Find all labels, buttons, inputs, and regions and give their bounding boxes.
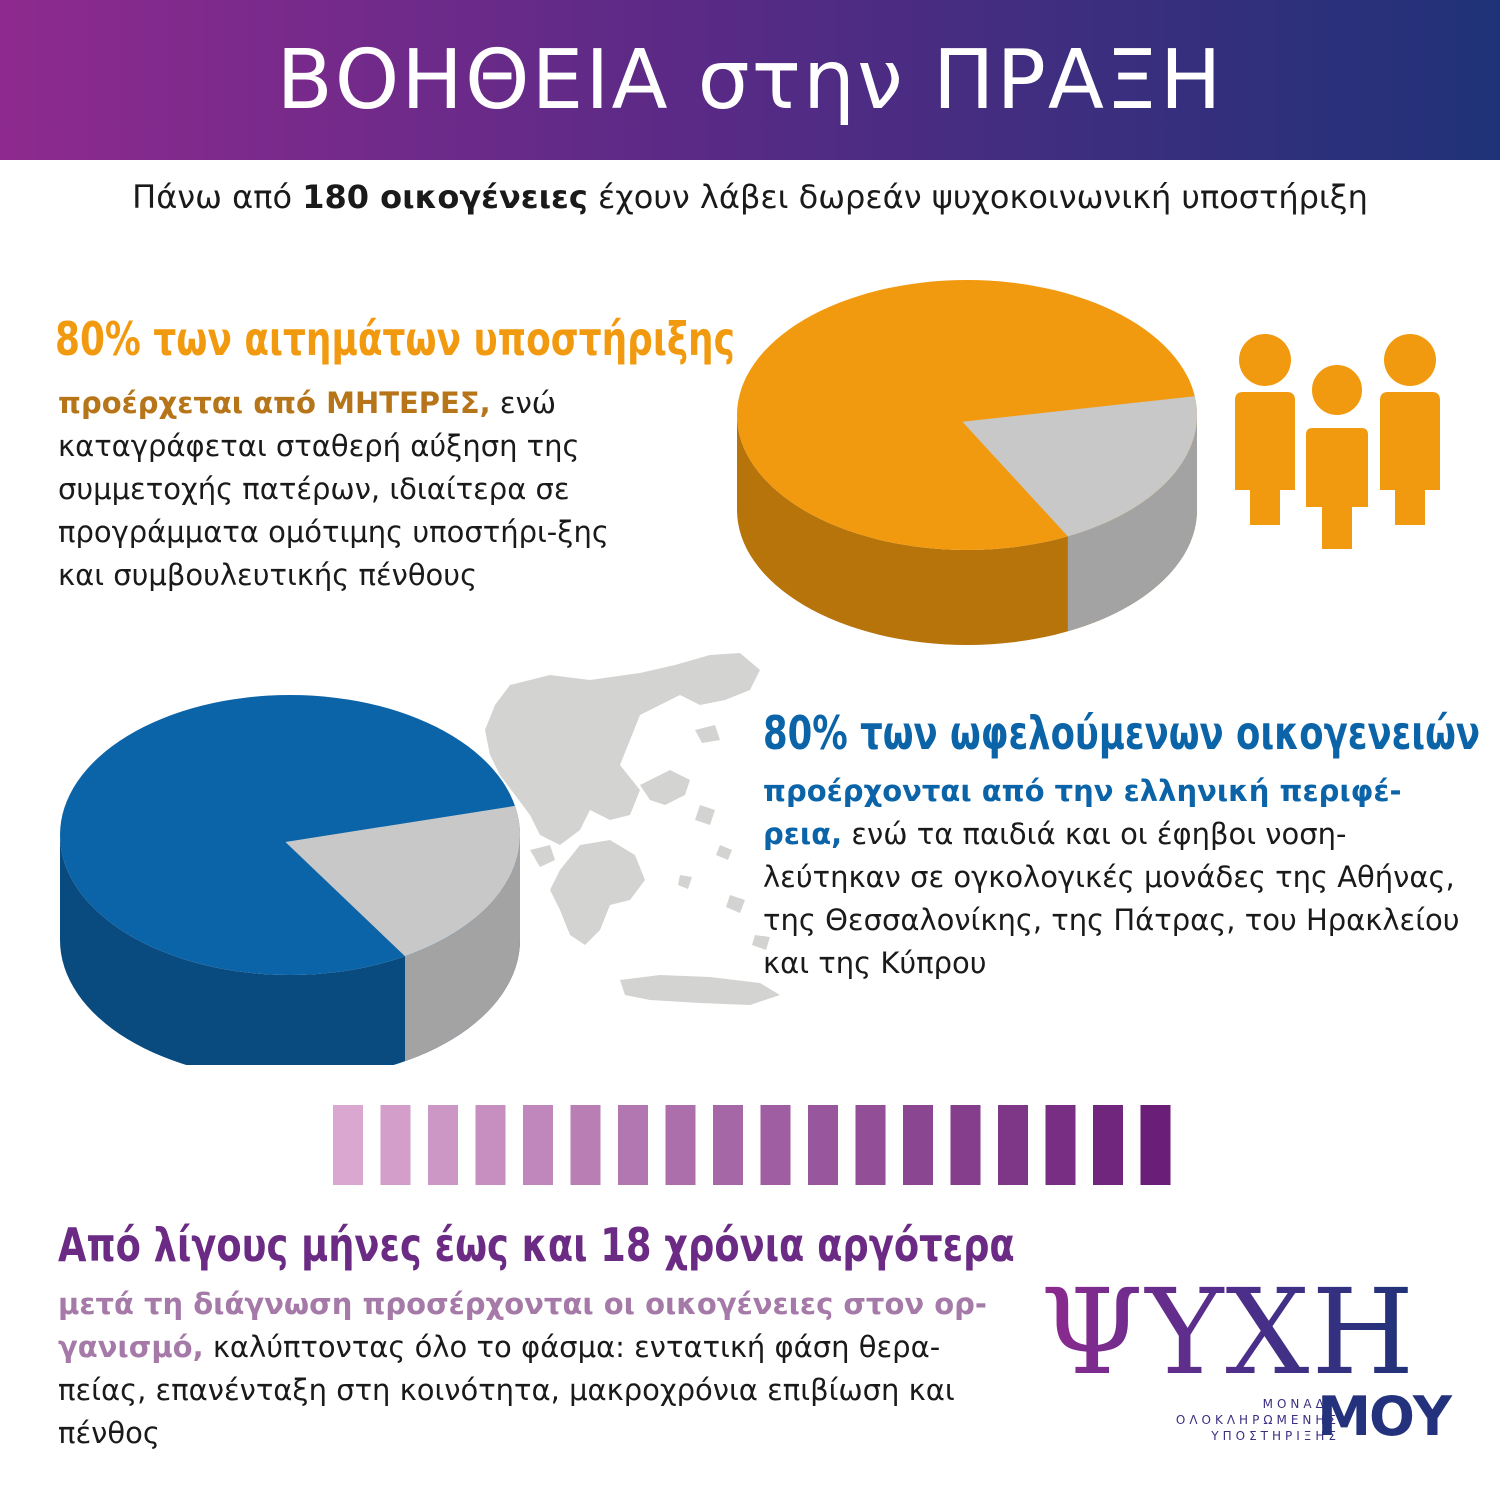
people-group-icon — [1235, 334, 1440, 555]
timeline-bar — [523, 1105, 553, 1185]
logo-wordmark: ΨΥΧΗ — [1040, 1263, 1417, 1401]
timeline-bar — [475, 1105, 506, 1185]
regions-body: ενώ τα παιδιά και οι έφηβοι νοση-λεύτηκα… — [763, 817, 1460, 980]
regions-pie-top-grey-slice — [285, 805, 520, 957]
regions-lead: προέρχονται από την ελληνική περιφέ-ρεια… — [763, 774, 1402, 851]
subtitle-post: έχουν λάβει δωρεάν ψυχοκοινωνική υποστήρ… — [587, 178, 1368, 216]
timeline-lead: μετά τη διάγνωση προσέρχονται οι οικογέν… — [58, 1287, 987, 1364]
mothers-pie-grey-side — [1067, 415, 1197, 632]
subtitle-bold: 180 οικογένειες — [302, 178, 588, 216]
logo-moy: ΜΟΥ — [1317, 1385, 1452, 1448]
mothers-lead: προέρχεται από ΜΗΤΕΡΕΣ, — [58, 386, 491, 420]
timeline-bar — [760, 1105, 791, 1185]
timeline-bar — [1140, 1105, 1171, 1185]
timeline-bar — [713, 1105, 743, 1185]
mothers-paragraph: προέρχεται από ΜΗΤΕΡΕΣ, ενώ καταγράφεται… — [58, 382, 658, 597]
timeline-bar — [998, 1105, 1028, 1185]
timeline-bar — [428, 1105, 458, 1185]
timeline-gradient-bars — [333, 1105, 1171, 1185]
timeline-bar — [333, 1105, 363, 1185]
regions-headline: 80% των ωφελούμενων οικογενειών — [763, 706, 1481, 760]
regions-pie-grey-side — [405, 835, 520, 1062]
timeline-bar — [903, 1105, 933, 1185]
mothers-pie-chart — [737, 280, 1197, 645]
timeline-bar — [380, 1105, 411, 1185]
mothers-body: ενώ καταγράφεται σταθερή αύξηση της συμμ… — [58, 386, 609, 592]
greece-map-icon — [485, 653, 780, 1005]
regions-pie-chart — [60, 695, 520, 1065]
timeline-bar — [1093, 1105, 1123, 1185]
subtitle: Πάνω από 180 οικογένειες έχουν λάβει δωρ… — [0, 178, 1500, 216]
timeline-bar — [618, 1105, 648, 1185]
timeline-bar — [950, 1105, 981, 1185]
logo-line-3: ΥΠΟΣΤΗΡΙΞΗΣ — [1211, 1429, 1340, 1443]
page-title: ΒΟΗΘΕΙΑ στην ΠΡΑΞΗ — [276, 32, 1224, 128]
timeline-bar — [570, 1105, 601, 1185]
timeline-bar — [665, 1105, 696, 1185]
timeline-headline: Από λίγους μήνες έως και 18 χρόνια αργότ… — [58, 1218, 1015, 1272]
timeline-bar — [855, 1105, 886, 1185]
header-banner: ΒΟΗΘΕΙΑ στην ΠΡΑΞΗ — [0, 0, 1500, 160]
mothers-headline: 80% των αιτημάτων υποστήριξης — [55, 312, 735, 366]
regions-paragraph: προέρχονται από την ελληνική περιφέ-ρεια… — [763, 770, 1463, 985]
timeline-bar — [808, 1105, 838, 1185]
logo-line-1: ΜΟΝΑΔΑ — [1262, 1397, 1340, 1411]
timeline-paragraph: μετά τη διάγνωση προσέρχονται οι οικογέν… — [58, 1283, 1018, 1455]
subtitle-pre: Πάνω από — [132, 178, 303, 216]
psyche-mou-logo: ΨΥΧΗ ΜΟΝΑΔΑ ΟΛΟΚΛΗΡΩΜΕΝΗΣ ΥΠΟΣΤΗΡΙΞΗΣ ΜΟ… — [1040, 1267, 1460, 1455]
timeline-bar — [1045, 1105, 1076, 1185]
mothers-pie-top-grey-slice — [962, 396, 1197, 537]
logo-line-2: ΟΛΟΚΛΗΡΩΜΕΝΗΣ — [1175, 1413, 1340, 1427]
timeline-body: καλύπτοντας όλο το φάσμα: εντατική φάση … — [58, 1330, 955, 1450]
